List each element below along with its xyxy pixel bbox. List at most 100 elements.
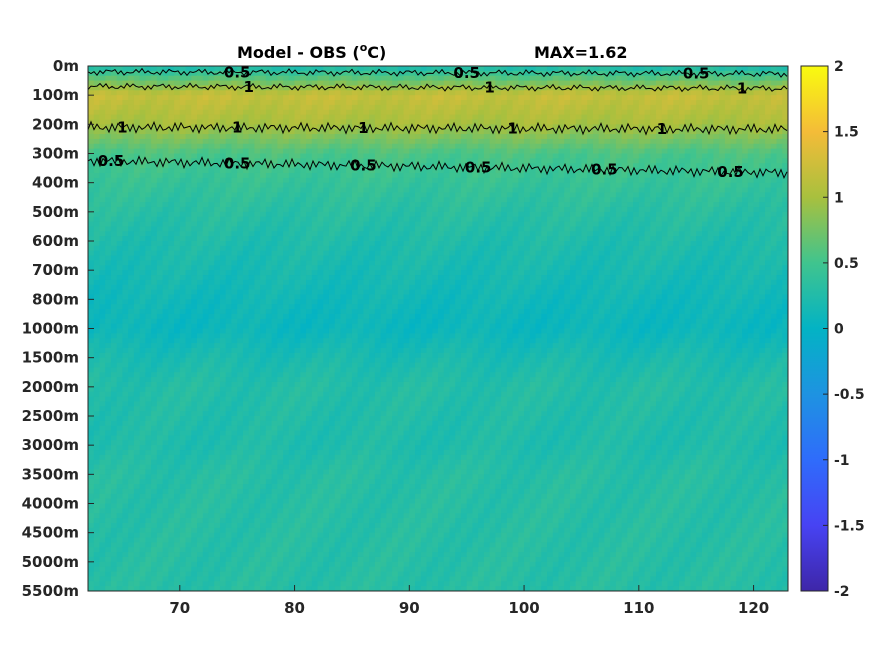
heatmap-cell bbox=[179, 109, 187, 116]
heatmap-cell bbox=[541, 202, 548, 208]
heatmap-cell bbox=[782, 192, 788, 198]
heatmap-cell bbox=[197, 182, 204, 189]
heatmap-cell bbox=[351, 153, 359, 159]
heatmap-cell bbox=[696, 153, 703, 159]
heatmap-cell bbox=[512, 90, 519, 96]
heatmap-cell bbox=[197, 168, 204, 174]
heatmap-cell bbox=[242, 158, 250, 164]
heatmap-cell bbox=[231, 192, 238, 198]
heatmap-cell bbox=[208, 80, 215, 87]
heatmap-cell bbox=[512, 70, 519, 77]
heatmap-cell bbox=[627, 206, 634, 213]
heatmap-cell bbox=[547, 90, 554, 96]
heatmap-cell bbox=[237, 216, 244, 223]
heatmap-cell bbox=[265, 172, 273, 179]
heatmap-cell bbox=[776, 255, 783, 262]
heatmap-cell bbox=[260, 66, 267, 72]
heatmap-cell bbox=[483, 129, 491, 135]
heatmap-cell bbox=[346, 163, 353, 169]
heatmap-cell bbox=[765, 192, 772, 198]
heatmap-cell bbox=[713, 163, 720, 169]
heatmap-cell bbox=[592, 148, 600, 155]
heatmap-cell bbox=[271, 148, 278, 155]
heatmap-cell bbox=[541, 124, 548, 130]
heatmap-cell bbox=[529, 134, 537, 140]
heatmap-cell bbox=[535, 192, 542, 198]
heatmap-cell bbox=[420, 100, 428, 106]
heatmap-cell bbox=[156, 143, 164, 150]
heatmap-cell bbox=[678, 153, 686, 159]
heatmap-cell bbox=[162, 221, 169, 228]
heatmap-cell bbox=[202, 187, 210, 193]
heatmap-cell bbox=[627, 66, 634, 72]
heatmap-cell bbox=[317, 216, 324, 223]
heatmap-cell bbox=[598, 216, 605, 223]
heatmap-cell bbox=[328, 192, 336, 198]
heatmap-cell bbox=[696, 221, 703, 228]
heatmap-cell bbox=[742, 172, 749, 179]
heatmap-cell bbox=[730, 138, 737, 145]
heatmap-cell bbox=[512, 192, 519, 198]
heatmap-cell bbox=[529, 129, 537, 135]
heatmap-cell bbox=[409, 124, 416, 130]
heatmap-cell bbox=[719, 66, 726, 72]
heatmap-cell bbox=[191, 75, 198, 82]
heatmap-cell bbox=[265, 104, 273, 111]
heatmap-cell bbox=[449, 138, 456, 145]
heatmap-cell bbox=[346, 168, 353, 174]
heatmap-cell bbox=[610, 187, 617, 193]
heatmap-cell bbox=[552, 177, 560, 184]
heatmap-cell bbox=[156, 197, 164, 203]
heatmap-cell bbox=[690, 187, 697, 193]
heatmap-cell bbox=[363, 109, 370, 116]
heatmap-cell bbox=[598, 231, 605, 237]
heatmap-cell bbox=[747, 100, 755, 106]
heatmap-cell bbox=[122, 241, 129, 247]
heatmap-cell bbox=[770, 75, 778, 82]
heatmap-cell bbox=[122, 182, 129, 189]
heatmap-cell bbox=[254, 197, 261, 203]
heatmap-cell bbox=[93, 109, 101, 116]
heatmap-cell bbox=[145, 100, 152, 106]
heatmap-cell bbox=[133, 138, 141, 145]
heatmap-cell bbox=[495, 197, 502, 203]
heatmap-cell bbox=[483, 197, 491, 203]
heatmap-cell bbox=[506, 143, 514, 150]
heatmap-cell bbox=[495, 236, 502, 242]
heatmap-cell bbox=[610, 114, 617, 121]
heatmap-cell bbox=[340, 158, 347, 164]
heatmap-cell bbox=[397, 119, 405, 125]
heatmap-cell bbox=[300, 138, 307, 145]
heatmap-cell bbox=[174, 70, 181, 77]
heatmap-cell bbox=[392, 250, 399, 257]
heatmap-cell bbox=[225, 129, 233, 135]
heatmap-cell bbox=[724, 124, 732, 130]
heatmap-cell bbox=[615, 95, 623, 101]
heatmap-cell bbox=[288, 129, 296, 135]
heatmap-cell bbox=[283, 138, 290, 145]
heatmap-cell bbox=[283, 221, 290, 228]
heatmap-cell bbox=[242, 109, 250, 116]
heatmap-cell bbox=[569, 143, 577, 150]
heatmap-cell bbox=[707, 250, 715, 257]
heatmap-cell bbox=[541, 172, 548, 179]
heatmap-cell bbox=[151, 250, 158, 257]
heatmap-cell bbox=[541, 85, 548, 91]
heatmap-cell bbox=[219, 80, 227, 87]
heatmap-cell bbox=[122, 143, 129, 150]
heatmap-cell bbox=[265, 138, 273, 145]
heatmap-cell bbox=[782, 66, 788, 72]
heatmap-cell bbox=[133, 80, 141, 87]
heatmap-cell bbox=[633, 241, 640, 247]
heatmap-cell bbox=[397, 231, 405, 237]
heatmap-cell bbox=[128, 192, 135, 198]
heatmap-cell bbox=[581, 66, 588, 72]
heatmap-cell bbox=[116, 134, 124, 140]
heatmap-cell bbox=[644, 255, 651, 262]
heatmap-cell bbox=[306, 109, 313, 116]
heatmap-cell bbox=[93, 158, 101, 164]
heatmap-cell bbox=[535, 250, 542, 257]
heatmap-cell bbox=[185, 75, 192, 82]
heatmap-cell bbox=[283, 172, 290, 179]
heatmap-cell bbox=[730, 192, 737, 198]
